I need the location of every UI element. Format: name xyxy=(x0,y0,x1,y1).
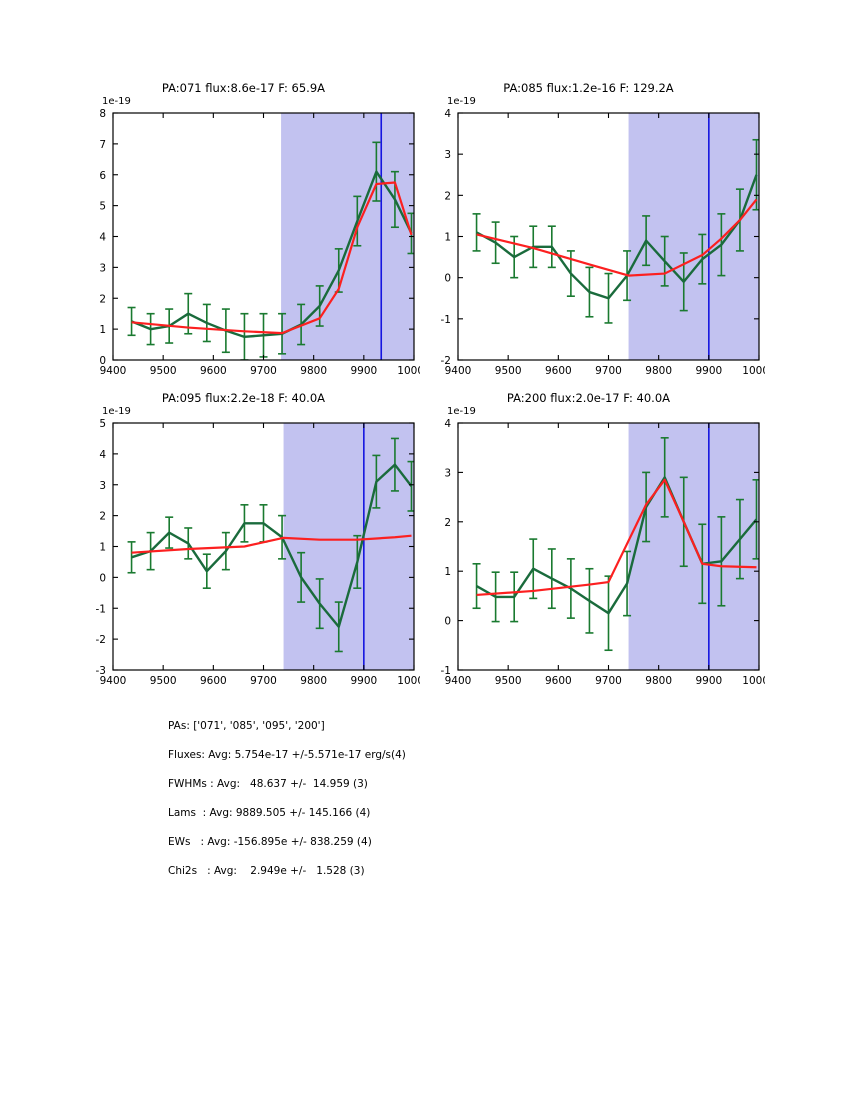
panel-title-line1: PA:095 flux:2.2e-18 F: 40.0A xyxy=(161,391,326,405)
exponent-label-pa-200: 1e-19 xyxy=(447,406,476,417)
wavelength-band xyxy=(628,113,759,360)
observed-spectrum-line xyxy=(475,174,758,300)
panel-pa-071: PA:071 flux:8.6e-17 F: 65.9A Lam:9934.7A… xyxy=(45,66,420,376)
wavelength-band xyxy=(281,113,414,360)
model-fit-line xyxy=(131,181,413,335)
observed-spectrum-line xyxy=(131,170,413,339)
y-tick-label: -1 xyxy=(96,603,106,615)
y-tick-label: -3 xyxy=(96,665,106,677)
x-tick-label: 9600 xyxy=(545,365,572,376)
x-tick-label: 9400 xyxy=(100,675,127,686)
x-tick-label: 9900 xyxy=(695,365,722,376)
x-tick-label: 9800 xyxy=(645,365,672,376)
y-tick-label: 3 xyxy=(99,262,106,274)
panel-pa-095: PA:095 flux:2.2e-18 F: 40.0A Lam:9734.8A… xyxy=(45,376,420,686)
y-tick-label: 5 xyxy=(99,418,106,430)
y-tick-label: 2 xyxy=(99,511,106,523)
model-fit-line xyxy=(476,478,757,597)
y-tick-label: 3 xyxy=(444,149,451,161)
x-tick-label: 9800 xyxy=(300,365,327,376)
y-tick-label: 4 xyxy=(99,232,106,244)
x-tick-label: 9700 xyxy=(250,675,277,686)
y-tick-label: 8 xyxy=(99,108,106,120)
y-tick-label: 2 xyxy=(444,517,451,529)
y-tick-label: 4 xyxy=(444,108,451,120)
x-tick-label: 9500 xyxy=(150,675,177,686)
x-tick-label: 9400 xyxy=(100,365,127,376)
y-tick-label: 2 xyxy=(444,190,451,202)
y-tick-label: 0 xyxy=(444,273,451,285)
summary-line-ews: EWs : Avg: -156.895e +/- 838.259 (4) xyxy=(168,836,372,848)
x-tick-label: 9600 xyxy=(200,675,227,686)
x-tick-label: 10000 xyxy=(742,365,765,376)
y-tick-label: -1 xyxy=(441,314,451,326)
y-tick-label: 0 xyxy=(444,616,451,628)
observed-spectrum-line xyxy=(131,463,413,628)
y-tick-label: 0 xyxy=(99,355,106,367)
x-tick-label: 9600 xyxy=(200,365,227,376)
exponent-label-pa-071: 1e-19 xyxy=(102,96,131,107)
plot-svg-pa-200: 9400 9500 9600 9700 9800 9900 10000 -1 0 1 2 3 4 xyxy=(441,418,765,686)
x-tick-label: 9900 xyxy=(350,365,377,376)
summary-line-fwhms: FWHMs : Avg: 48.637 +/- 14.959 (3) xyxy=(168,778,368,790)
y-tick-label: 0 xyxy=(99,572,106,584)
panel-title-line1: PA:071 flux:8.6e-17 F: 65.9A xyxy=(161,81,326,95)
x-tick-label: 9700 xyxy=(250,365,277,376)
y-tick-label: -2 xyxy=(441,355,451,367)
summary-line-chi2s: Chi2s : Avg: 2.949e +/- 1.528 (3) xyxy=(168,865,365,877)
x-tick-label: 10000 xyxy=(397,675,420,686)
y-tick-label: 2 xyxy=(99,293,106,305)
y-tick-label: 1 xyxy=(99,542,106,554)
panel-title-line1: PA:085 flux:1.2e-16 F: 129.2A xyxy=(503,81,674,95)
y-tick-label: 5 xyxy=(99,201,106,213)
model-fit-line xyxy=(131,534,412,554)
plot-svg-pa-095: 9400 9500 9600 9700 9800 9900 10000 -3 -2 -1 0 1 2 3 4… xyxy=(96,418,420,686)
y-tick-label: 1 xyxy=(444,566,451,578)
model-fit-line xyxy=(476,198,758,277)
y-tick-label: -1 xyxy=(441,665,451,677)
x-tick-label: 9600 xyxy=(545,675,572,686)
exponent-label-pa-095: 1e-19 xyxy=(102,406,131,417)
x-tick-label: 9800 xyxy=(645,675,672,686)
summary-line-lams: Lams : Avg: 9889.505 +/- 145.166 (4) xyxy=(168,807,371,819)
y-tick-label: 6 xyxy=(99,170,106,182)
x-tick-label: 9800 xyxy=(300,675,327,686)
plot-svg-pa-071: 9400 9500 9600 9700 9800 9900 10000 0 1 2 3 4 5 6 7 8 xyxy=(99,108,420,376)
observed-spectrum-line xyxy=(475,476,758,615)
y-tick-label: 1 xyxy=(444,232,451,244)
y-tick-label: -2 xyxy=(96,634,106,646)
y-tick-label: 7 xyxy=(99,139,106,151)
summary-line-fluxes: Fluxes: Avg: 5.754e-17 +/-5.571e-17 erg/… xyxy=(168,749,406,761)
x-tick-label: 9500 xyxy=(495,365,522,376)
summary-block: PAs: ['071', '085', '095', '200'] Fluxes… xyxy=(168,712,406,886)
x-tick-label: 9500 xyxy=(150,365,177,376)
x-tick-label: 9400 xyxy=(445,675,472,686)
x-tick-label: 9700 xyxy=(595,675,622,686)
exponent-label-pa-085: 1e-19 xyxy=(447,96,476,107)
panel-title-line1: PA:200 flux:2.0e-17 F: 40.0A xyxy=(506,391,671,405)
panel-pa-200: PA:200 flux:2.0e-17 F: 40.0A Lam:9819.3A… xyxy=(390,376,765,686)
x-tick-label: 9500 xyxy=(495,675,522,686)
summary-line-pas: PAs: ['071', '085', '095', '200'] xyxy=(168,720,325,732)
x-tick-label: 9900 xyxy=(695,675,722,686)
x-tick-label: 9700 xyxy=(595,365,622,376)
y-tick-label: 4 xyxy=(99,449,106,461)
wavelength-band xyxy=(283,423,414,670)
panel-pa-085: PA:085 flux:1.2e-16 F: 129.2A Lam:10069.… xyxy=(390,66,765,376)
y-tick-label: 3 xyxy=(444,467,451,479)
x-tick-label: 10000 xyxy=(742,675,765,686)
x-tick-label: 9900 xyxy=(350,675,377,686)
y-tick-label: 4 xyxy=(444,418,451,430)
y-tick-label: 3 xyxy=(99,480,106,492)
plot-svg-pa-085: 9400 9500 9600 9700 9800 9900 10000 -2 -1 0 1 2 3 4 xyxy=(441,108,765,376)
x-tick-label: 9400 xyxy=(445,365,472,376)
y-tick-label: 1 xyxy=(99,324,106,336)
x-tick-label: 10000 xyxy=(397,365,420,376)
